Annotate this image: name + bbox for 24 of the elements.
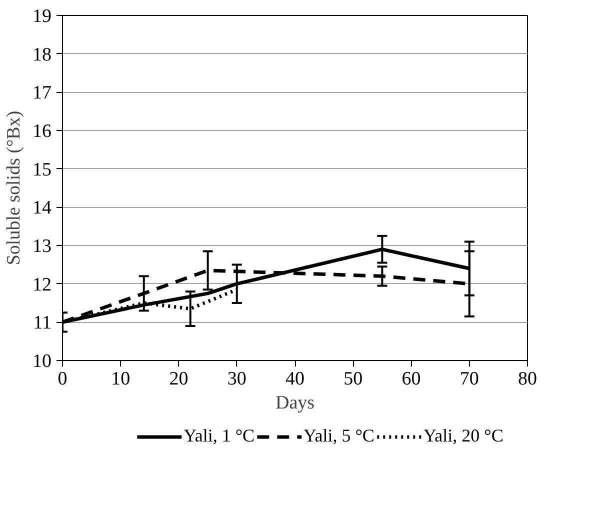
legend-label: Yali, 1 °C	[184, 426, 255, 446]
x-tick-label: 50	[344, 368, 363, 390]
y-tick-label: 13	[32, 236, 52, 257]
x-tick-label: 0	[58, 368, 68, 390]
legend-label: Yali, 5 °C	[304, 426, 374, 446]
y-tick-label: 11	[33, 312, 52, 334]
x-tick-label: 70	[460, 368, 479, 390]
y-tick-label: 10	[32, 351, 52, 372]
x-tick-label: 10	[111, 368, 130, 390]
legend-label: Yali, 20 °C	[423, 426, 504, 446]
x-tick-label: 40	[286, 368, 304, 390]
y-tick-label: 15	[32, 159, 52, 180]
y-tick-label: 17	[32, 82, 52, 104]
y-tick-label: 12	[32, 274, 52, 296]
x-tick-label: 20	[169, 368, 188, 390]
x-axis-title: Days	[275, 392, 315, 414]
y-axis-title: Soluble solids (°Bx)	[4, 110, 24, 266]
y-tick-label: 18	[32, 44, 52, 66]
x-tick-label: 80	[518, 368, 537, 390]
y-tick-label: 19	[32, 6, 52, 27]
x-tick-label: 30	[227, 368, 246, 390]
y-tick-label: 16	[32, 121, 52, 142]
y-tick-label: 14	[32, 198, 52, 219]
x-tick-label: 60	[402, 368, 421, 390]
